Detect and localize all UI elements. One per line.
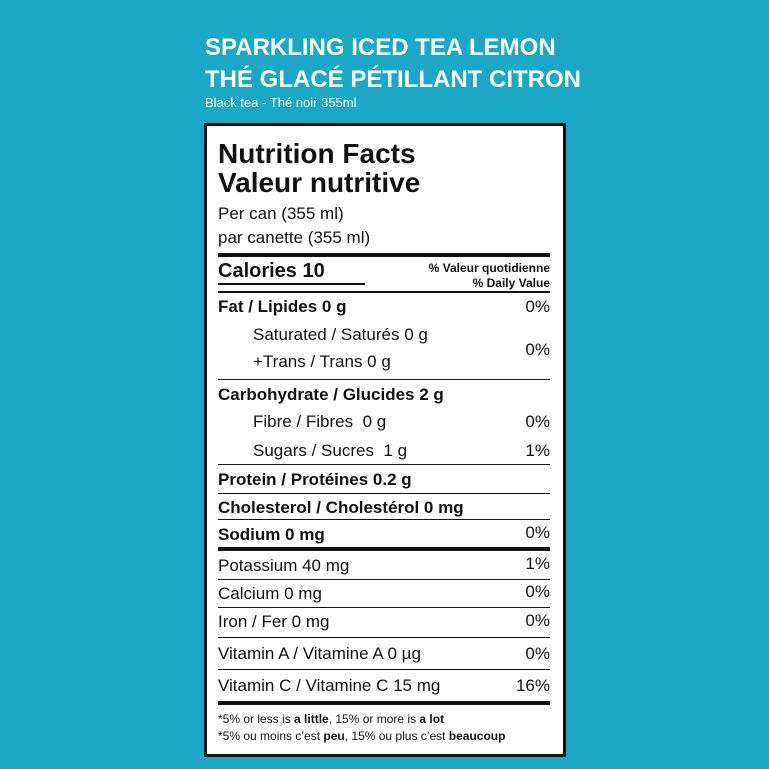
rule [218,379,550,380]
nutrient: Vitamin A / Vitamine A 0 µg [218,644,421,663]
daily-value: 1% [525,441,550,460]
footnote-emphasis: a lot [419,712,445,726]
rule [218,519,550,520]
nutrient: Protein / Protéines 0.2 g [218,470,412,489]
nutrient: Potassium 40 mg [218,556,350,575]
rule [218,637,550,638]
rule [218,283,365,285]
daily-value: 0% [525,582,550,601]
daily-value: 0% [525,297,550,316]
nutrient: Calcium 0 mg [218,584,322,603]
nutrient: Sodium 0 mg [218,525,325,544]
nutrient: Carbohydrate / Glucides 2 g [218,385,444,404]
footnote-emphasis: peu [323,729,345,743]
rule [218,464,550,465]
footnote-text: *5% ou moins c’est [218,729,324,743]
product-title-fr: THÉ GLACÉ PÉTILLANT CITRON [205,66,581,93]
label-title-fr: Valeur nutritive [218,167,421,198]
rule [218,579,550,580]
daily-value: 0% [525,412,550,431]
dv-heading-fr: % Valeur quotidienne [428,261,550,275]
rule [218,253,550,257]
nutrient: Cholesterol / Cholestérol 0 mg [218,498,464,517]
nutrient: Saturated / Saturés 0 g [253,325,428,344]
nutrient: Iron / Fer 0 mg [218,612,330,631]
label-title: Nutrition Facts [218,138,416,169]
footnote-text: , 15% or more is [328,712,420,726]
nutrient: Fibre / Fibres 0 g [253,412,387,431]
nutrient: Vitamin C / Vitamine C 15 mg [218,676,441,695]
footnote: *5% ou moins c’est peu, 15% ou plus c’es… [218,728,505,744]
daily-value: 0% [525,644,550,663]
nutrient: +Trans / Trans 0 g [253,352,391,371]
product-title: SPARKLING ICED TEA LEMON [205,34,556,61]
dv-heading: % Daily Value [472,276,550,290]
rule [218,607,550,608]
rule [218,669,550,670]
footnote: *5% or less is a little, 15% or more is … [218,711,444,727]
daily-value: 16% [515,676,550,695]
nutrient: Sugars / Sucres 1 g [253,441,408,460]
rule [218,547,550,551]
calories: Calories 10 [218,260,325,282]
nutrient: Fat / Lipides 0 g [218,297,347,316]
rule [218,493,550,494]
footnote-text: *5% or less is [218,712,295,726]
rule [218,701,550,705]
product-subtitle: Black tea - Thé noir 355ml [205,95,357,110]
rule [218,291,550,293]
daily-value: 0% [525,611,550,630]
serving: Per can (355 ml) [218,204,344,223]
footnote-emphasis: a little [294,712,329,726]
footnote-emphasis: beaucoup [448,729,506,743]
footnote-text: , 15% ou plus c’est [344,729,449,743]
daily-value: 0% [525,523,550,542]
serving-fr: par canette (355 ml) [218,228,371,247]
daily-value: 1% [525,554,550,573]
nutrition-label [204,123,566,757]
daily-value: 0% [525,340,550,359]
